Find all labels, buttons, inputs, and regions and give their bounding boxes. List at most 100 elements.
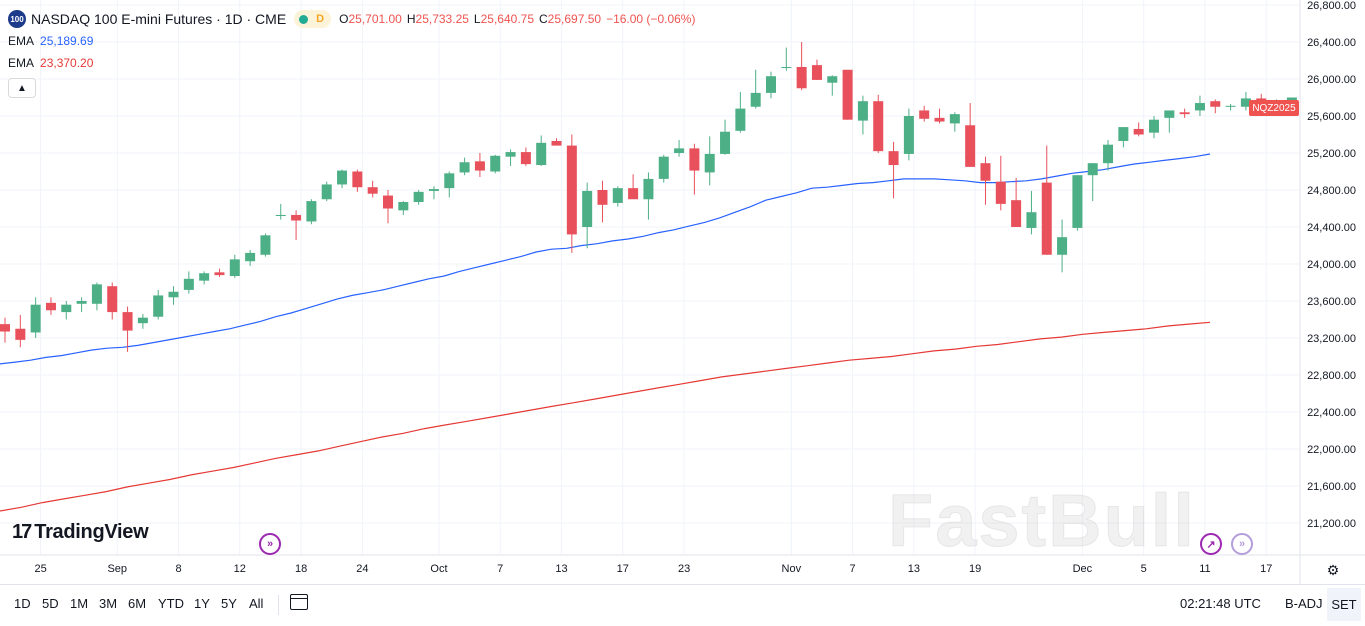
candle-body bbox=[260, 235, 271, 255]
candle-body bbox=[91, 284, 102, 304]
candle-body bbox=[1026, 212, 1037, 228]
candle-body bbox=[444, 173, 455, 189]
candle-body bbox=[796, 66, 807, 89]
current-price-tag[interactable]: NQZ2025 bbox=[1249, 100, 1299, 116]
candle-body bbox=[1011, 200, 1022, 227]
x-tick-label: 7 bbox=[850, 563, 856, 575]
ohlc-close: C25,697.50 bbox=[539, 12, 601, 26]
candle-body bbox=[413, 191, 424, 203]
candle-body bbox=[888, 151, 899, 166]
candle-body bbox=[949, 114, 960, 124]
ema-lines bbox=[0, 153, 1211, 512]
candle-body bbox=[750, 92, 761, 107]
chart-grid bbox=[0, 0, 1300, 555]
chart-settings-gear-icon[interactable]: ⚙ bbox=[1326, 561, 1340, 578]
session-toggle[interactable]: SET bbox=[1327, 588, 1361, 621]
candle-body bbox=[781, 66, 792, 68]
watermark: FastBull bbox=[888, 479, 1196, 563]
ema-long-line bbox=[0, 321, 1211, 512]
y-tick-label: 25,600.00 bbox=[1307, 111, 1356, 123]
candle-body bbox=[1133, 128, 1144, 135]
y-tick-label: 22,400.00 bbox=[1307, 407, 1356, 419]
timeframe-6m[interactable]: 6M bbox=[128, 596, 147, 611]
utc-clock[interactable]: 02:21:48 UTC bbox=[1180, 596, 1261, 611]
ohlc-open: O25,701.00 bbox=[339, 12, 402, 26]
x-tick-label: Nov bbox=[782, 563, 802, 575]
indicator-value: 25,189.69 bbox=[40, 34, 94, 48]
timeframe-3m[interactable]: 3M bbox=[99, 596, 118, 611]
x-tick-label: 8 bbox=[175, 563, 181, 575]
timeframe-ytd[interactable]: YTD bbox=[158, 596, 184, 611]
y-tick-label: 21,200.00 bbox=[1307, 518, 1356, 530]
candle-body bbox=[1103, 144, 1114, 164]
x-tick-label: 13 bbox=[908, 563, 920, 575]
candle-body bbox=[337, 170, 348, 185]
market-open-dot-icon bbox=[299, 14, 309, 24]
x-tick-label: Dec bbox=[1073, 563, 1093, 575]
delayed-badge: D bbox=[316, 13, 325, 25]
timeframe-5d[interactable]: 5D bbox=[42, 596, 59, 611]
symbol-badge[interactable]: 100 bbox=[8, 10, 26, 28]
candle-body bbox=[1041, 182, 1052, 255]
candle-body bbox=[995, 181, 1006, 204]
y-tick-label: 23,200.00 bbox=[1307, 333, 1356, 345]
collapse-legend-button[interactable]: ▲ bbox=[8, 78, 36, 98]
x-tick-label: 17 bbox=[1260, 563, 1272, 575]
timeframe-1m[interactable]: 1M bbox=[70, 596, 89, 611]
x-tick-label: 18 bbox=[295, 563, 307, 575]
candle-body bbox=[291, 214, 302, 221]
candles bbox=[0, 42, 1297, 352]
back-adjust-toggle[interactable]: B-ADJ bbox=[1285, 596, 1323, 611]
ema-short-line bbox=[0, 153, 1211, 365]
candle-body bbox=[1118, 127, 1129, 141]
replay-icon[interactable]: ↗ bbox=[1200, 533, 1222, 555]
y-tick-label: 24,400.00 bbox=[1307, 222, 1356, 234]
candle-body bbox=[505, 152, 516, 157]
candle-body bbox=[566, 145, 577, 235]
candle-body bbox=[597, 190, 608, 205]
indicator-row-ema-long[interactable]: EMA 23,370.20 bbox=[8, 52, 700, 74]
chart-legend: 100 NASDAQ 100 E-mini Futures · 1D · CME… bbox=[8, 8, 700, 98]
tradingview-logo-icon: 17 bbox=[12, 521, 32, 543]
candle-body bbox=[965, 125, 976, 167]
candle-body bbox=[30, 304, 41, 333]
indicator-row-ema-short[interactable]: EMA 25,189.69 bbox=[8, 30, 700, 52]
close-key: C bbox=[539, 12, 548, 26]
toolbar-divider bbox=[278, 595, 279, 615]
candle-body bbox=[199, 273, 210, 281]
candle-body bbox=[352, 171, 363, 188]
ohlc-low: L25,640.75 bbox=[474, 12, 534, 26]
timeframe-1d[interactable]: 1D bbox=[14, 596, 31, 611]
calendar-icon[interactable] bbox=[290, 594, 308, 610]
candle-body bbox=[766, 76, 776, 93]
scroll-to-start-icon[interactable]: » bbox=[259, 533, 281, 555]
timeframe-1y[interactable]: 1Y bbox=[194, 596, 210, 611]
timeframe-5y[interactable]: 5Y bbox=[221, 596, 237, 611]
market-status[interactable]: D bbox=[294, 10, 332, 28]
candle-body bbox=[720, 131, 731, 154]
candle-body bbox=[1240, 98, 1251, 107]
candle-body bbox=[153, 295, 164, 317]
indicator-name: EMA bbox=[8, 34, 35, 48]
indicator-value: 23,370.20 bbox=[40, 56, 94, 70]
candle-body bbox=[61, 304, 72, 313]
tradingview-logo[interactable]: 17 TradingView bbox=[12, 521, 149, 544]
candle-body bbox=[367, 187, 378, 194]
candle-body bbox=[107, 286, 118, 313]
candle-body bbox=[735, 108, 746, 131]
candle-body bbox=[306, 201, 317, 222]
y-tick-label: 26,400.00 bbox=[1307, 37, 1356, 49]
candle-body bbox=[459, 162, 470, 173]
x-tick-label: Sep bbox=[107, 563, 127, 575]
x-tick-label: 7 bbox=[497, 563, 503, 575]
symbol-title[interactable]: NASDAQ 100 E-mini Futures · 1D · CME bbox=[31, 11, 287, 27]
x-tick-label: 11 bbox=[1199, 563, 1210, 575]
y-tick-label: 21,600.00 bbox=[1307, 481, 1356, 493]
timeframe-all[interactable]: All bbox=[249, 596, 264, 611]
candle-body bbox=[122, 312, 133, 331]
candle-body bbox=[1149, 119, 1159, 133]
symbol-row: 100 NASDAQ 100 E-mini Futures · 1D · CME… bbox=[8, 8, 700, 30]
candle-body bbox=[490, 155, 501, 172]
scroll-to-realtime-icon[interactable]: » bbox=[1231, 533, 1253, 555]
